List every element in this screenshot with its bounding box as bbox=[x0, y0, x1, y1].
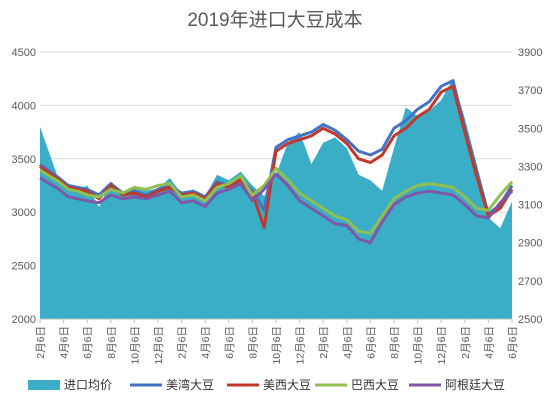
x-tick-label: 6月6日 bbox=[224, 326, 236, 359]
left-axis-ticks: 2000 2500 3000 3500 4000 4500 bbox=[12, 47, 36, 326]
x-tick-label: 2月6日 bbox=[177, 326, 189, 359]
left-tick-label: 3000 bbox=[12, 207, 36, 219]
x-tick-label: 2月6日 bbox=[35, 326, 47, 359]
plot-area bbox=[39, 78, 514, 319]
left-tick-label: 3500 bbox=[12, 154, 36, 166]
right-tick-label: 3500 bbox=[518, 123, 542, 135]
x-tick-label: 4月6日 bbox=[342, 326, 354, 359]
x-axis-ticks: 2月6日 4月6日 6月6日 8月6日 10月6日 12月6日 2月6日 4月6日 6月6日 8月… bbox=[35, 319, 519, 365]
left-tick-label: 2500 bbox=[12, 261, 36, 273]
x-tick-label: 12月6日 bbox=[153, 326, 165, 365]
legend: 进口均价 美湾大豆 美西大豆 巴西大豆 阿根廷大豆 bbox=[28, 377, 505, 392]
legend-label: 阿根廷大豆 bbox=[445, 378, 505, 392]
right-tick-label: 3900 bbox=[518, 47, 542, 59]
right-tick-label: 3100 bbox=[518, 200, 542, 212]
x-tick-label: 6月6日 bbox=[82, 326, 94, 359]
right-tick-label: 2900 bbox=[518, 238, 542, 250]
x-tick-label: 2月6日 bbox=[318, 326, 330, 359]
legend-label: 巴西大豆 bbox=[351, 378, 399, 392]
x-tick-label: 10月6日 bbox=[129, 326, 141, 365]
x-tick-label: 4月6日 bbox=[483, 326, 495, 359]
x-tick-label: 8月6日 bbox=[106, 326, 118, 359]
legend-swatch bbox=[28, 380, 60, 390]
left-tick-label: 4500 bbox=[12, 47, 36, 59]
right-tick-label: 3300 bbox=[518, 161, 542, 173]
series-line-阿根廷大豆 bbox=[39, 172, 514, 245]
x-tick-label: 10月6日 bbox=[271, 326, 283, 365]
legend-label: 美湾大豆 bbox=[166, 377, 214, 392]
x-tick-label: 4月6日 bbox=[200, 326, 212, 359]
x-tick-label: 6月6日 bbox=[365, 326, 377, 359]
legend-label: 进口均价 bbox=[64, 378, 112, 392]
x-tick-label: 12月6日 bbox=[436, 326, 448, 365]
x-tick-label: 6月6日 bbox=[507, 326, 519, 359]
series-area-进口均价 bbox=[40, 78, 512, 319]
x-tick-label: 12月6日 bbox=[295, 326, 307, 365]
x-tick-label: 4月6日 bbox=[59, 326, 71, 359]
x-tick-label: 10月6日 bbox=[413, 326, 425, 365]
x-tick-label: 8月6日 bbox=[389, 326, 401, 359]
legend-label: 美西大豆 bbox=[263, 378, 311, 392]
right-tick-label: 3700 bbox=[518, 85, 542, 97]
x-tick-label: 8月6日 bbox=[247, 326, 259, 359]
right-axis-ticks: 2500 2700 2900 3100 3300 3500 3700 3900 bbox=[518, 47, 542, 326]
x-tick-label: 2月6日 bbox=[460, 326, 472, 359]
right-tick-label: 2700 bbox=[518, 276, 542, 288]
right-tick-label: 2500 bbox=[518, 314, 542, 326]
left-tick-label: 2000 bbox=[12, 314, 36, 326]
series-line-巴西大豆 bbox=[39, 166, 514, 235]
chart-title: 2019年进口大豆成本 bbox=[187, 9, 362, 31]
left-tick-label: 4000 bbox=[12, 100, 36, 112]
